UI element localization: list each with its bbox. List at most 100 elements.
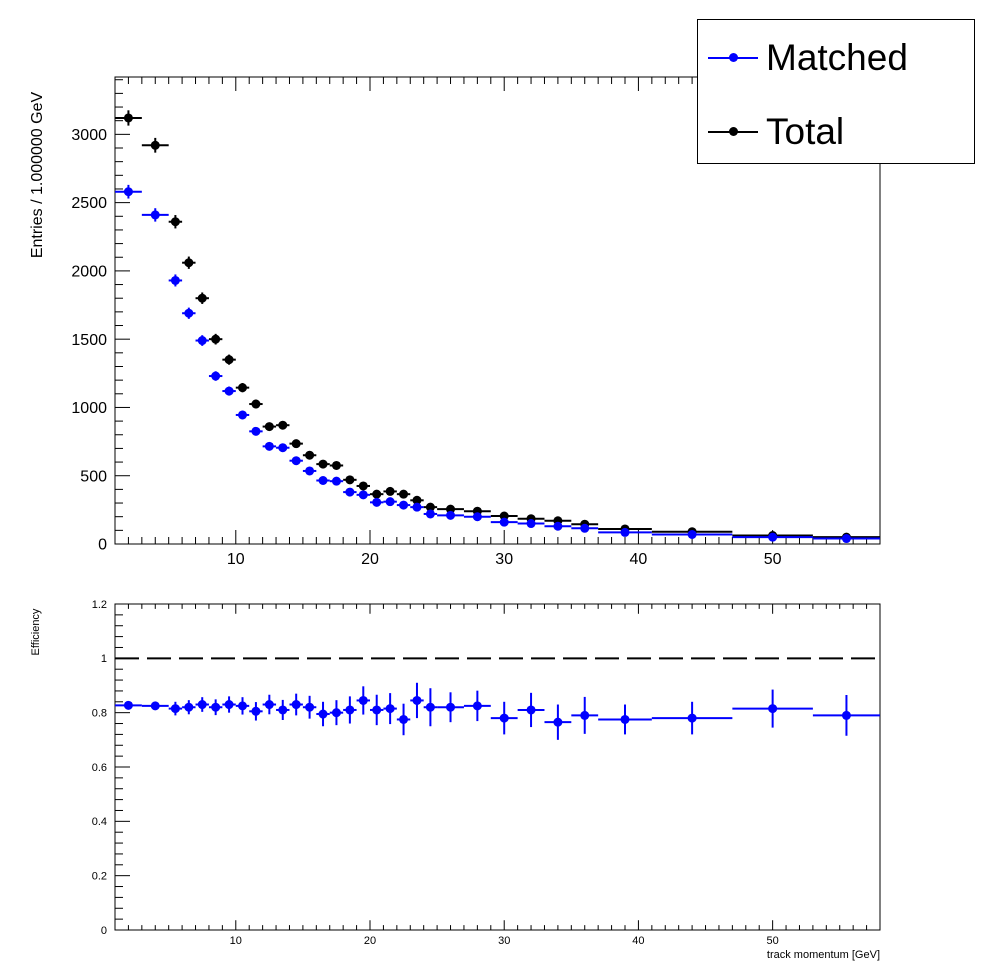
marker [238, 383, 247, 393]
marker [251, 706, 261, 716]
marker [291, 456, 301, 466]
marker [318, 709, 328, 719]
data-point-efficiency [437, 692, 464, 723]
data-point-efficiency [423, 688, 438, 727]
data-point-efficiency [222, 696, 236, 713]
data-point-total [182, 256, 196, 269]
data-point-total [208, 333, 223, 345]
marker [472, 701, 482, 711]
marker [251, 399, 261, 409]
marker [425, 702, 435, 712]
legend-marker-matched [729, 53, 738, 62]
data-point-total [370, 489, 384, 499]
data-point-matched [571, 523, 599, 533]
marker [399, 714, 409, 724]
y-tick-label: 0 [101, 925, 107, 937]
data-point-efficiency [262, 694, 277, 715]
marker [331, 460, 341, 470]
marker [472, 512, 482, 522]
data-point-total [249, 399, 263, 409]
data-point-matched [316, 476, 330, 486]
marker [687, 529, 697, 539]
x-tick-label: 20 [364, 935, 376, 947]
data-point-efficiency [249, 702, 263, 721]
marker [841, 710, 851, 720]
marker [768, 704, 778, 714]
data-point-efficiency [383, 693, 397, 725]
data-point-total [235, 383, 250, 393]
marker [620, 527, 630, 537]
marker [372, 705, 382, 715]
data-point-matched [517, 519, 545, 529]
data-point-matched [598, 527, 652, 537]
x-tick-label: 30 [495, 551, 513, 568]
data-point-efficiency [517, 692, 545, 728]
y-tick-label: 0.4 [92, 816, 107, 828]
data-point-matched [302, 466, 317, 476]
legend-label-matched: Matched [766, 37, 908, 78]
data-point-efficiency [182, 700, 196, 715]
data-point-efficiency [812, 695, 880, 736]
data-point-efficiency [410, 682, 424, 719]
data-point-efficiency [490, 701, 518, 735]
data-point-matched [195, 335, 209, 346]
data-point-efficiency [571, 696, 599, 734]
legend-entry-matched: Matched [698, 30, 974, 90]
marker [358, 481, 368, 491]
data-point-efficiency [370, 694, 384, 726]
data-point-total [329, 460, 344, 470]
marker [224, 700, 234, 710]
bottom-plot-frame [114, 603, 881, 931]
bottom-x-axis-label: track momentum [GeV] [767, 949, 880, 961]
data-point-total [383, 486, 397, 496]
x-tick-label: 40 [632, 935, 644, 947]
marker [224, 355, 234, 365]
marker [318, 476, 328, 486]
data-point-total [302, 450, 317, 460]
data-point-matched [423, 509, 438, 519]
data-point-matched [544, 521, 572, 531]
marker [123, 113, 133, 123]
data-point-matched [182, 307, 196, 319]
marker [150, 701, 160, 711]
marker [184, 258, 194, 268]
data-point-total [195, 292, 209, 304]
data-point-efficiency [235, 697, 250, 715]
marker [412, 495, 422, 505]
x-tick-label: 10 [230, 935, 242, 947]
marker [264, 700, 274, 710]
legend: Matched Total [697, 19, 975, 164]
data-point-total [410, 495, 424, 505]
data-point-total [222, 354, 236, 365]
data-point-total [343, 475, 357, 485]
marker [291, 700, 301, 710]
bottom-axes: 10 20 30 40 50 0 0.2 0.4 0.6 0.8 1 1.2 [92, 599, 881, 947]
marker [197, 293, 207, 303]
data-point-efficiency [195, 697, 209, 712]
marker [318, 459, 328, 469]
marker [170, 217, 180, 227]
data-point-efficiency [343, 696, 357, 724]
data-point-matched [812, 534, 880, 544]
marker [331, 708, 341, 718]
data-point-matched [115, 184, 142, 199]
data-point-total [276, 420, 290, 430]
data-point-total [316, 459, 330, 469]
top-plot-frame [114, 76, 881, 545]
marker [425, 502, 435, 512]
marker [358, 490, 368, 500]
data-point-efficiency [316, 701, 330, 727]
marker [251, 426, 261, 436]
data-point-total [115, 110, 142, 126]
data-point-total [262, 422, 277, 432]
marker [399, 489, 409, 499]
y-tick-label: 1000 [71, 400, 107, 417]
marker [687, 713, 697, 723]
data-point-matched [490, 517, 518, 527]
marker [499, 517, 509, 527]
data-point-efficiency [329, 700, 344, 726]
x-tick-label: 30 [498, 935, 510, 947]
marker [385, 486, 395, 496]
data-point-matched [222, 386, 236, 396]
data-point-matched [410, 502, 424, 512]
